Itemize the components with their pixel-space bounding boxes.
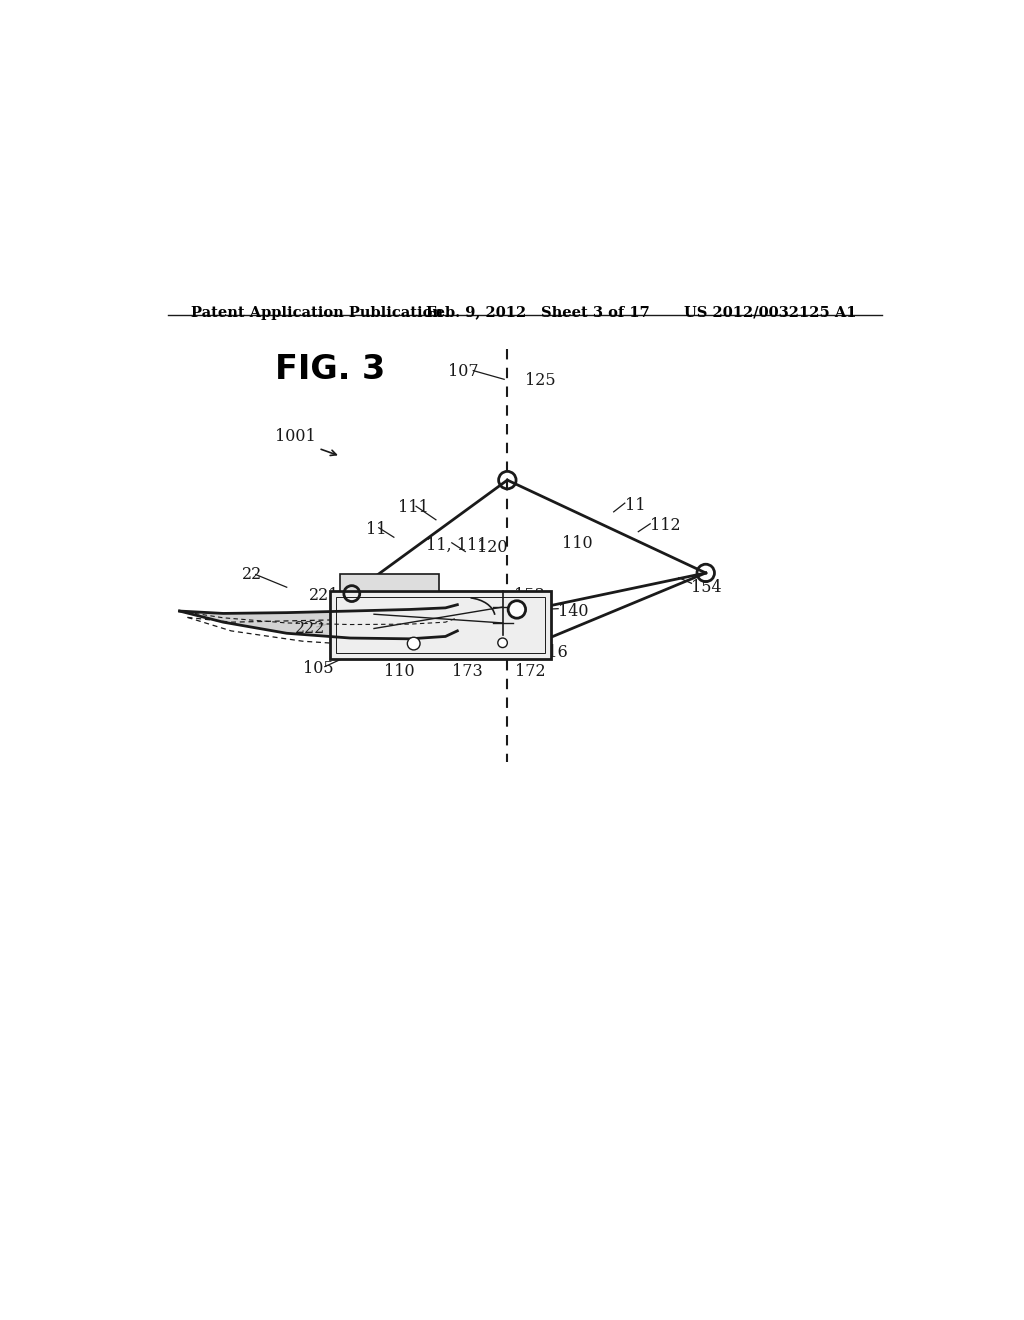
Text: FIG. 3: FIG. 3: [274, 354, 385, 387]
Text: 11: 11: [625, 498, 645, 513]
Text: 223: 223: [515, 609, 546, 626]
Bar: [331, 591, 551, 659]
Text: 221: 221: [309, 586, 339, 603]
Text: 11, 111: 11, 111: [426, 537, 487, 553]
Text: α: α: [440, 598, 454, 616]
Text: Feb. 9, 2012: Feb. 9, 2012: [426, 305, 526, 319]
Text: 110: 110: [384, 663, 414, 680]
Text: 172: 172: [515, 663, 546, 680]
Bar: [336, 597, 546, 653]
Text: 140: 140: [558, 602, 589, 619]
Text: Sheet 3 of 17: Sheet 3 of 17: [541, 305, 649, 319]
Text: 22: 22: [242, 566, 262, 583]
Text: 120: 120: [477, 539, 508, 556]
Text: 110: 110: [562, 535, 593, 552]
Text: 115: 115: [386, 640, 417, 657]
Text: 11: 11: [367, 521, 387, 537]
Text: 111: 111: [397, 499, 429, 516]
Bar: [340, 574, 439, 591]
Circle shape: [498, 638, 507, 648]
Text: 154: 154: [691, 578, 722, 595]
Text: US 2012/0032125 A1: US 2012/0032125 A1: [684, 305, 856, 319]
Text: 107: 107: [447, 363, 478, 380]
Text: Patent Application Publication: Patent Application Publication: [191, 305, 443, 319]
Text: 222: 222: [295, 620, 325, 638]
Text: 1001: 1001: [274, 428, 315, 445]
Text: 153: 153: [514, 586, 545, 603]
Text: 171: 171: [514, 597, 545, 614]
Circle shape: [508, 601, 525, 618]
Circle shape: [408, 638, 420, 649]
Text: 112: 112: [650, 517, 681, 533]
Text: 105: 105: [303, 660, 333, 677]
Text: 173: 173: [452, 663, 482, 680]
Polygon shape: [179, 605, 458, 639]
Text: 116: 116: [537, 644, 567, 661]
Text: 125: 125: [524, 372, 555, 389]
